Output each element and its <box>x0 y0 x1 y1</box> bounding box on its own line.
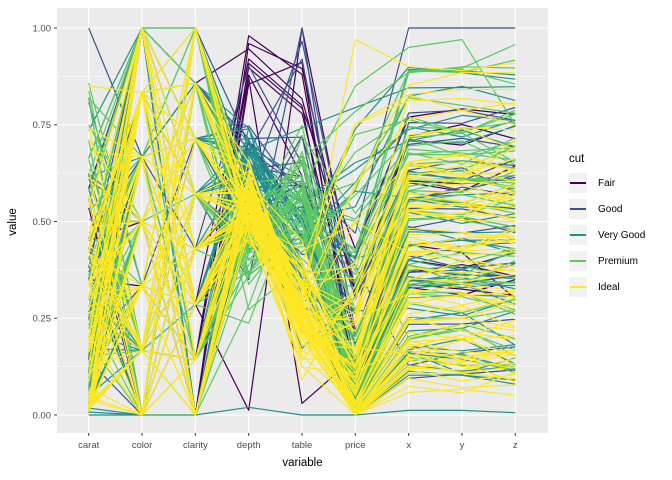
parcoord-line <box>88 137 516 361</box>
parcoord-line <box>88 138 516 416</box>
parcoord-line <box>88 27 516 261</box>
parcoord-line <box>88 232 516 416</box>
legend-key-swatch <box>569 277 587 297</box>
parcoord-line <box>88 203 516 332</box>
x-tick-label-clarity: clarity <box>183 440 208 451</box>
x-tick-label-price: price <box>345 440 366 451</box>
x-tick-label-carat: carat <box>78 440 99 451</box>
legend-item-good: Good <box>569 199 645 219</box>
parcoord-line <box>88 82 516 415</box>
x-tick-label-y: y <box>460 440 465 451</box>
legend-key-swatch <box>569 199 587 219</box>
parcoord-line <box>88 151 516 364</box>
parcoord-line <box>88 138 516 416</box>
legend-label: Very Good <box>598 229 646 241</box>
x-tick-label-table: table <box>292 440 313 451</box>
legend-item-very-good: Very Good <box>569 225 645 245</box>
legend-item-fair: Fair <box>569 173 645 193</box>
parcoord-line <box>88 214 516 416</box>
legend-key-swatch <box>569 173 587 193</box>
parcoord-line <box>88 38 516 308</box>
legend-label: Premium <box>598 255 639 267</box>
parcoord-line <box>88 27 516 281</box>
y-axis-title: value <box>7 208 19 236</box>
legend-key-line-icon <box>570 182 586 184</box>
parcoord-line <box>88 193 516 416</box>
parcoord-line <box>88 91 516 394</box>
y-axis-labels: 1.00 0.75 0.50 0.25 0.00 <box>33 23 52 421</box>
x-tick-label-color: color <box>132 440 153 451</box>
parcoord-line <box>88 188 516 416</box>
parcoord-line <box>88 178 516 388</box>
legend-label: Ideal <box>598 281 620 293</box>
parcoord-line <box>88 71 516 352</box>
y-tick-label-0.75: 0.75 <box>33 120 52 131</box>
y-tick-label-0.00: 0.00 <box>33 410 52 421</box>
legend-key-line-icon <box>570 208 586 210</box>
parcoord-line <box>88 27 516 416</box>
parcoord-line <box>88 153 516 416</box>
parcoord-line <box>88 27 516 245</box>
legend-key-line-icon <box>570 260 586 262</box>
x-tick-label-depth: depth <box>237 440 261 451</box>
legend-key-swatch <box>569 251 587 271</box>
legend: cut Fair Good Very Good Premium Ideal <box>569 153 645 303</box>
parcoord-line <box>88 138 516 405</box>
parcoord-line <box>88 91 516 416</box>
parcoord-line <box>88 27 516 360</box>
legend-title: cut <box>569 153 585 165</box>
parcoord-line <box>88 189 516 346</box>
legend-item-ideal: Ideal <box>569 277 645 297</box>
x-tick-label-x: x <box>406 440 411 451</box>
parcoord-line <box>88 156 516 370</box>
y-tick-label-1.00: 1.00 <box>33 23 52 34</box>
parcoord-line <box>88 204 516 370</box>
axis-ticks <box>54 27 516 436</box>
y-tick-label-0.50: 0.50 <box>33 217 52 228</box>
parcoord-line <box>88 139 516 416</box>
legend-key-swatch <box>569 225 587 245</box>
y-tick-label-0.25: 0.25 <box>33 314 52 325</box>
parcoord-line <box>88 126 516 353</box>
x-axis-title: variable <box>282 457 322 469</box>
parcoord-line <box>88 27 516 352</box>
parcoord-line <box>88 184 516 415</box>
parcoord-line <box>88 194 516 402</box>
parcoord-line <box>88 27 516 316</box>
legend-key-line-icon <box>570 234 586 236</box>
data-lines <box>88 27 516 416</box>
legend-label: Good <box>598 203 623 215</box>
legend-label: Fair <box>598 177 616 189</box>
x-tick-label-z: z <box>513 440 518 451</box>
legend-key-line-icon <box>570 286 586 288</box>
parcoord-line <box>88 91 516 411</box>
legend-item-premium: Premium <box>569 251 645 271</box>
x-axis-labels: carat color clarity depth table price x … <box>78 440 518 451</box>
